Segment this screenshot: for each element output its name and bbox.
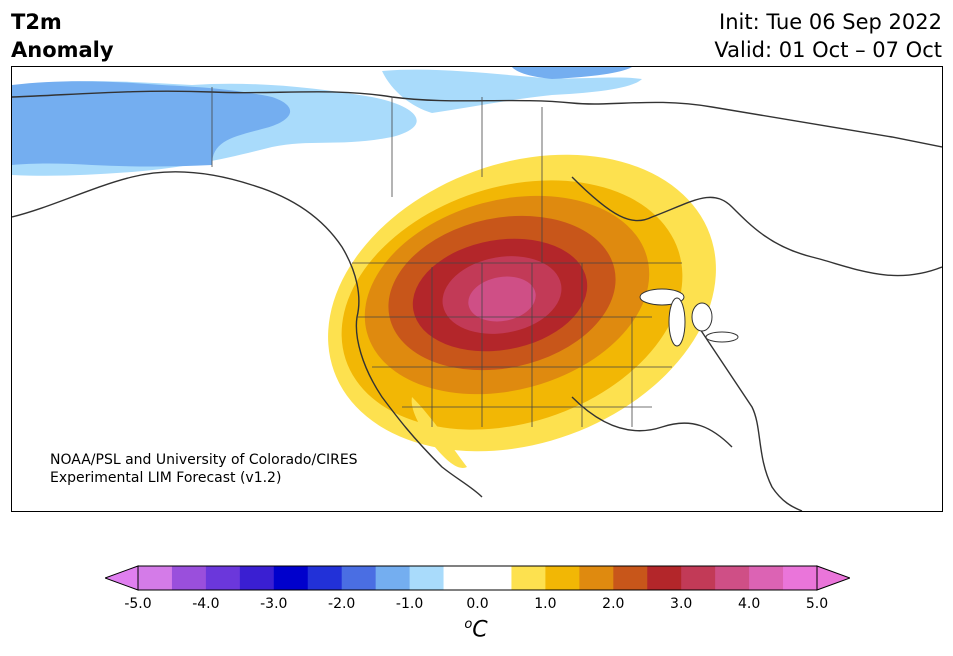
colorbar-cell	[273, 566, 309, 590]
colorbar-tick-label: -2.0	[328, 596, 356, 612]
units-celsius: C	[472, 617, 488, 643]
colorbar-tick-label: 1.0	[534, 596, 557, 612]
colorbar-tick-labels: -5.0 -4.0 -3.0 -2.0 -1.0 0.0 1.0 2.0 3.0 4.0 5.0	[0, 596, 953, 616]
colorbar-units: oC	[464, 617, 487, 642]
colorbar-cell	[783, 566, 818, 590]
cool-anomaly-light-2	[382, 69, 642, 113]
colorbar-tick-label: -1.0	[395, 596, 424, 612]
init-date: Init: Tue 06 Sep 2022	[719, 10, 942, 34]
colorbar-tick-label: 2.0	[602, 596, 625, 612]
colorbar-cell	[171, 566, 207, 590]
valid-range: Valid: 01 Oct – 07 Oct	[714, 38, 942, 62]
anomaly-map	[12, 67, 942, 511]
colorbar-cell	[749, 566, 784, 590]
credit-line-2: Experimental LIM Forecast (v1.2)	[50, 470, 282, 486]
title-right: Init: Tue 06 Sep 2022 Valid: 01 Oct – 07…	[714, 8, 942, 64]
colorbar-cell	[239, 566, 275, 590]
colorbar-max-arrow	[816, 565, 850, 591]
units-degree: o	[464, 617, 473, 632]
colorbar-cell	[341, 566, 377, 590]
cool-anomaly-medium	[12, 81, 291, 167]
colorbar-cell	[647, 566, 682, 590]
colorbar-tick-label: -3.0	[260, 596, 288, 612]
coastlines	[12, 90, 942, 511]
colorbar-cell	[511, 566, 546, 590]
colorbar-cell	[443, 566, 478, 590]
colorbar	[105, 565, 850, 591]
colorbar-tick-label: 5.0	[805, 596, 829, 612]
colorbar-outline	[137, 565, 818, 591]
colorbar-cell	[681, 566, 716, 590]
colorbar-tick-label: -5.0	[124, 596, 152, 612]
political-borders	[211, 87, 682, 427]
colorbar-tick-label: 4.0	[737, 596, 761, 612]
colorbar-cell	[715, 566, 750, 590]
colorbar-cell	[138, 566, 173, 590]
cool-anomaly-medium-2	[512, 67, 632, 79]
map-panel: NOAA/PSL and University of Colorado/CIRE…	[11, 66, 943, 512]
colorbar-tick-label: 3.0	[670, 596, 693, 612]
great-lakes	[639, 288, 739, 347]
colorbar-cell	[579, 566, 614, 590]
credit-text: NOAA/PSL and University of Colorado/CIRE…	[50, 451, 358, 487]
title-left: T2m Anomaly	[11, 8, 114, 64]
colorbar-cell	[545, 566, 580, 590]
warm-ring-7	[468, 276, 536, 322]
colorbar-cell	[409, 566, 445, 590]
colorbar-min-arrow	[105, 565, 139, 591]
colorbar-cell	[375, 566, 411, 590]
title-variable: T2m	[11, 10, 62, 34]
credit-line-1: NOAA/PSL and University of Colorado/CIRE…	[50, 452, 358, 468]
colorbar-tick-label: -4.0	[192, 596, 220, 612]
colorbar-cell	[613, 566, 648, 590]
colorbar-tick-label: 0.0	[466, 596, 489, 612]
warm-tail-baja	[411, 397, 467, 468]
colorbar-cell	[477, 566, 512, 590]
title-subtitle: Anomaly	[11, 38, 114, 62]
colorbar-cell	[307, 566, 343, 590]
colorbar-cell	[205, 566, 241, 590]
